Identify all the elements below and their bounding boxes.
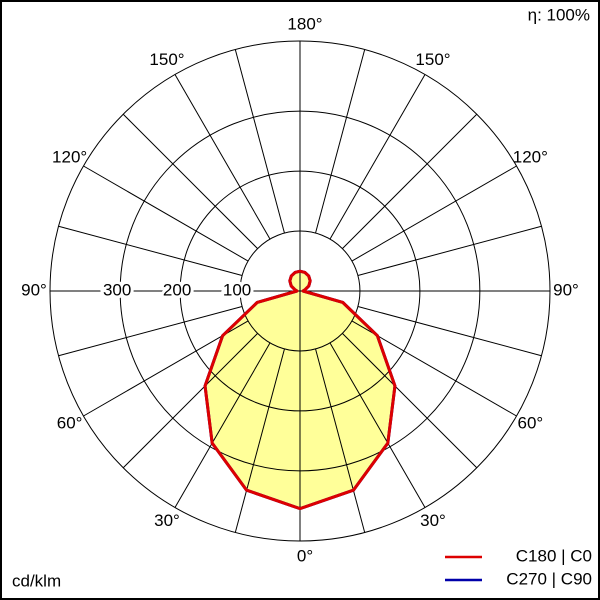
spoke xyxy=(58,306,243,357)
spoke xyxy=(234,49,285,234)
legend-label: C270 | C90 xyxy=(506,569,592,588)
spoke xyxy=(174,342,271,508)
spoke xyxy=(315,348,366,533)
angle-label: 90° xyxy=(553,280,579,299)
angle-label: 90° xyxy=(21,280,47,299)
angle-label: 0° xyxy=(297,546,313,565)
angle-label: 30° xyxy=(420,511,446,530)
spoke xyxy=(234,348,285,533)
grid-layer xyxy=(49,40,551,542)
angle-label: 180° xyxy=(287,14,322,33)
spoke xyxy=(351,165,517,262)
spoke xyxy=(58,225,243,276)
spoke xyxy=(357,306,542,357)
spoke xyxy=(329,74,426,240)
r-tick-label: 300 xyxy=(103,280,131,299)
angle-label: 120° xyxy=(513,147,548,166)
label-layer: 100 200 300 0° 30° 30° 60° 60° 90° 90° 120° 120° 150… xyxy=(21,14,592,588)
legend-label: C180 | C0 xyxy=(516,546,592,565)
intensity-curve xyxy=(203,269,397,511)
angle-label: 30° xyxy=(154,511,180,530)
spoke xyxy=(83,165,249,262)
spoke xyxy=(329,342,426,508)
efficiency-label: η: 100% xyxy=(528,5,590,24)
angle-label: 60° xyxy=(518,413,544,432)
spoke xyxy=(342,333,478,469)
spoke xyxy=(342,113,478,249)
angle-label: 60° xyxy=(57,413,83,432)
angle-label: 150° xyxy=(149,50,184,69)
angle-label: 120° xyxy=(52,147,87,166)
r-tick-label: 100 xyxy=(223,280,251,299)
spoke xyxy=(122,113,258,249)
spoke xyxy=(357,225,542,276)
unit-label: cd/klm xyxy=(12,571,61,590)
spoke xyxy=(315,49,366,234)
spoke xyxy=(122,333,258,469)
spoke xyxy=(174,74,271,240)
r-tick-label: 200 xyxy=(163,280,191,299)
angle-label: 150° xyxy=(415,50,450,69)
curve-layer xyxy=(203,269,397,511)
